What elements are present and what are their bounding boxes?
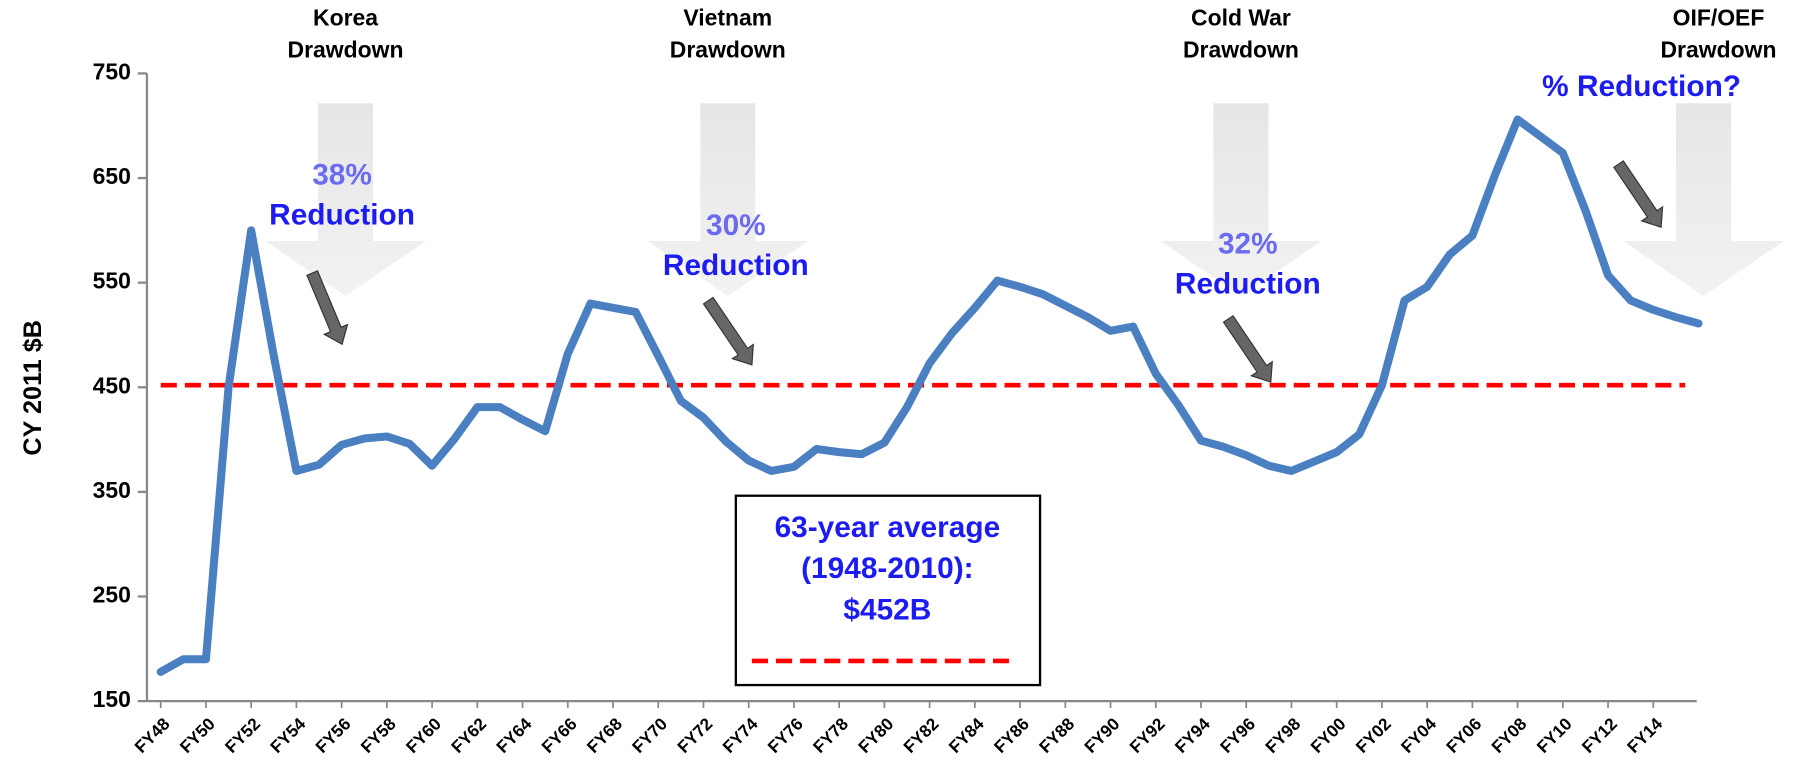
drawdown-label: Drawdown	[670, 37, 786, 63]
y-tick-label: 450	[93, 372, 131, 398]
drawdown-label: OIF/OEF	[1673, 5, 1765, 31]
drawdown-label: Cold War	[1191, 5, 1291, 31]
reduction-question: % Reduction?	[1542, 70, 1741, 103]
x-tick-label: FY88	[1035, 713, 1079, 757]
y-tick-label: 150	[93, 686, 131, 712]
x-tick-label: FY12	[1578, 714, 1621, 757]
average-box-text: (1948-2010):	[801, 552, 973, 585]
average-box-text: 63-year average	[775, 511, 1001, 544]
y-axis-label: CY 2011 $B	[19, 320, 47, 456]
average-box-text: $452B	[843, 593, 931, 626]
drawdown-label: Drawdown	[1660, 37, 1776, 63]
x-tick-label: FY10	[1533, 714, 1576, 757]
x-tick-label: FY56	[311, 714, 354, 757]
reduction-percent: 38%	[312, 159, 372, 192]
reduction-percent: 30%	[706, 209, 766, 242]
x-tick-label: FY58	[357, 713, 401, 757]
x-tick-label: FY08	[1487, 713, 1531, 757]
x-tick-label: FY48	[130, 713, 174, 757]
x-tick-label: FY54	[266, 713, 310, 757]
drawdown-label: Drawdown	[288, 37, 404, 63]
drawdown-label: Korea	[313, 5, 378, 31]
x-tick-label: FY96	[1216, 714, 1259, 757]
x-tick-label: FY64	[492, 713, 536, 757]
x-tick-label: FY68	[583, 713, 627, 757]
x-tick-label: FY84	[945, 713, 989, 757]
x-tick-label: FY94	[1171, 713, 1215, 757]
pointer-arrow	[1613, 160, 1664, 228]
reduction-text: Reduction	[269, 199, 415, 232]
x-tick-label: FY06	[1442, 714, 1485, 757]
drawdown-arrow	[1160, 103, 1322, 297]
x-tick-label: FY90	[1080, 714, 1123, 757]
pointer-arrow	[1222, 315, 1273, 383]
x-tick-label: FY74	[718, 713, 762, 757]
pointer-arrow	[306, 270, 349, 346]
y-tick-label: 550	[93, 268, 131, 294]
reduction-text: Reduction	[663, 249, 809, 282]
x-tick-label: FY60	[402, 714, 445, 757]
y-tick-label: 650	[93, 163, 131, 189]
x-tick-label: FY52	[221, 714, 264, 757]
x-tick-label: FY04	[1397, 713, 1441, 757]
data-line	[156, 115, 1703, 676]
x-tick-label: FY50	[176, 714, 219, 757]
x-tick-label: FY02	[1352, 714, 1395, 757]
pointer-arrow	[702, 296, 754, 366]
x-tick-label: FY70	[628, 714, 671, 757]
drawdown-label: Drawdown	[1183, 37, 1299, 63]
drawdown-arrow	[1623, 103, 1784, 297]
x-tick-label: FY78	[809, 713, 853, 757]
drawdown-label: Vietnam	[683, 5, 772, 31]
reduction-text: Reduction	[1175, 268, 1321, 301]
y-tick-label: 750	[93, 59, 131, 85]
y-tick-label: 350	[93, 477, 131, 503]
x-tick-label: FY82	[899, 714, 942, 757]
x-tick-label: FY92	[1125, 714, 1168, 757]
average-box	[734, 494, 1042, 687]
y-tick-label: 250	[93, 582, 131, 608]
x-tick-label: FY00	[1306, 714, 1349, 757]
x-tick-label: FY98	[1261, 713, 1305, 757]
drawdown-arrow	[647, 103, 809, 297]
x-tick-label: FY76	[764, 714, 807, 757]
x-tick-label: FY86	[990, 714, 1033, 757]
x-tick-label: FY62	[447, 714, 490, 757]
reduction-percent: 32%	[1218, 227, 1278, 260]
x-tick-label: FY72	[673, 714, 716, 757]
x-tick-label: FY66	[537, 714, 580, 757]
drawdown-arrow	[265, 103, 426, 297]
x-tick-label: FY80	[854, 714, 897, 757]
x-tick-label: FY14	[1623, 713, 1667, 757]
